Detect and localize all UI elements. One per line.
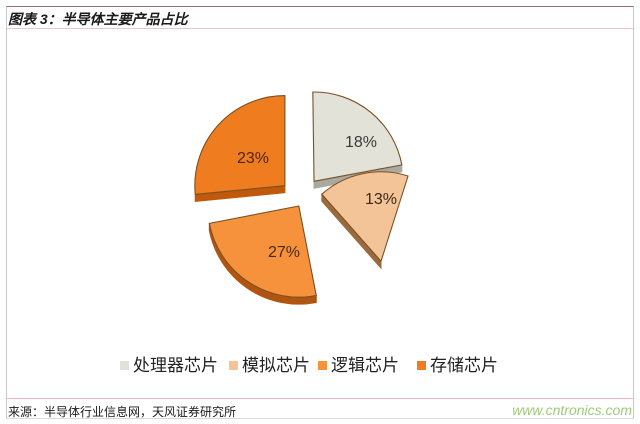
svg-text:27%: 27%: [268, 244, 300, 261]
svg-text:23%: 23%: [237, 150, 269, 167]
svg-text:13%: 13%: [365, 191, 397, 208]
svg-text:18%: 18%: [345, 134, 377, 151]
